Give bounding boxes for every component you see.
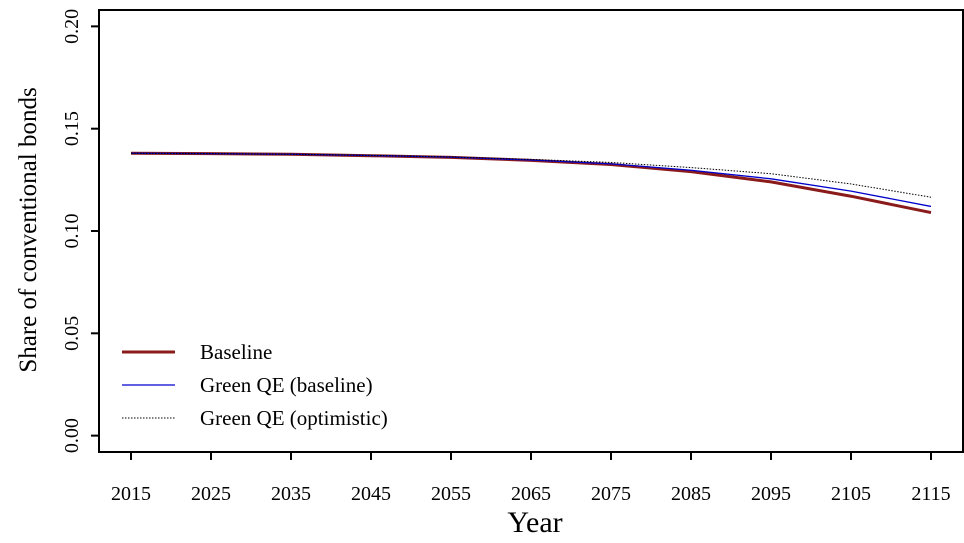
- x-tick-label: 2025: [191, 483, 231, 505]
- x-axis-label: Year: [507, 506, 562, 539]
- series-line: [130, 151, 932, 215]
- x-tick-label: 2085: [671, 483, 711, 505]
- y-tick-label: 0.00: [61, 418, 83, 453]
- x-tick-label: 2015: [111, 483, 151, 505]
- legend-label: Green QE (baseline): [200, 373, 373, 397]
- x-tick-label: 2105: [831, 483, 871, 505]
- y-tick-label: 0.05: [61, 316, 83, 351]
- y-axis-label: Share of conventional bonds: [15, 87, 42, 372]
- legend-label: Green QE (optimistic): [200, 406, 388, 430]
- x-tick-label: 2115: [911, 483, 950, 505]
- y-tick-label: 0.20: [61, 9, 83, 44]
- x-tick-label: 2075: [591, 483, 631, 505]
- y-tick-label: 0.10: [61, 214, 83, 249]
- x-tick-label: 2055: [431, 483, 471, 505]
- y-tick-label: 0.15: [61, 111, 83, 146]
- x-tick-label: 2045: [351, 483, 391, 505]
- x-tick-label: 2065: [511, 483, 551, 505]
- series-line: [130, 152, 932, 198]
- x-tick-label: 2095: [751, 483, 791, 505]
- x-tick-label: 2035: [271, 483, 311, 505]
- legend-label: Baseline: [200, 340, 272, 364]
